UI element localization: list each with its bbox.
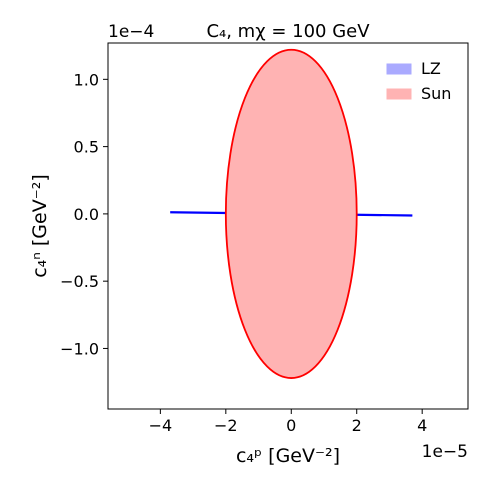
y-offset-text: 1e−4	[108, 22, 154, 42]
legend-swatch-lz	[386, 63, 412, 75]
y-tick-label: −0.5	[60, 272, 99, 291]
y-tick-label: −1.0	[60, 339, 99, 358]
x-offset-text: 1e−5	[422, 442, 468, 462]
x-tick-label: 0	[286, 416, 296, 435]
x-tick-label: 4	[417, 416, 427, 435]
y-axis-label: c₄ⁿ [GeV⁻²]	[29, 174, 51, 278]
y-tick-label: 0.0	[74, 205, 99, 224]
x-ticks: −4 −2 0 2 4	[149, 409, 427, 435]
chart-title: C₄, mχ = 100 GeV	[206, 21, 370, 42]
plot-content	[170, 48, 413, 379]
y-ticks: 1.0 0.5 0.0 −0.5 −1.0	[60, 70, 108, 358]
x-axis-label: c₄ᵖ [GeV⁻²]	[236, 445, 340, 467]
plot-frame	[107, 42, 469, 410]
x-tick-label: −2	[214, 416, 238, 435]
y-tick-label: 1.0	[74, 70, 99, 89]
x-tick-label: 2	[352, 416, 362, 435]
series-sun-region	[224, 48, 358, 379]
legend: LZ Sun	[386, 59, 451, 103]
legend-label-sun: Sun	[421, 84, 451, 103]
legend-swatch-sun	[386, 88, 412, 100]
x-tick-label: −4	[149, 416, 173, 435]
legend-label-lz: LZ	[421, 59, 441, 78]
y-tick-label: 0.5	[74, 138, 99, 157]
